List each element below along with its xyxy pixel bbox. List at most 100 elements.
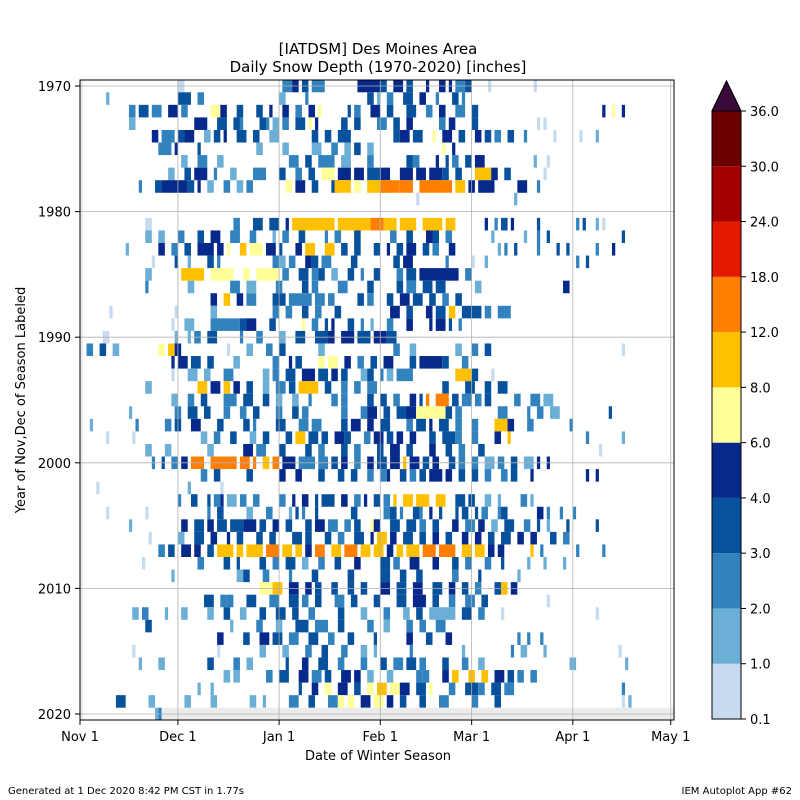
snow-depth-cell	[452, 519, 459, 532]
snow-depth-cell	[536, 230, 541, 243]
snow-depth-cell	[252, 494, 260, 507]
snow-depth-cell	[373, 268, 381, 281]
snow-depth-cell	[452, 557, 459, 570]
snow-depth-cell	[396, 544, 404, 557]
snow-depth-cell	[484, 305, 492, 319]
snow-depth-cell	[230, 230, 240, 243]
snow-depth-cell	[288, 155, 299, 168]
snow-depth-cell	[337, 682, 348, 696]
snow-depth-cell	[396, 406, 410, 419]
snow-depth-cell	[305, 531, 312, 545]
snow-depth-cell	[595, 607, 599, 620]
snow-depth-cell	[347, 695, 355, 708]
snow-depth-cell	[305, 443, 312, 457]
snow-depth-cell	[269, 129, 280, 143]
snow-depth-cell	[145, 619, 152, 633]
snow-depth-cell	[373, 544, 384, 557]
snow-depth-cell	[259, 117, 267, 130]
colorbar-bin	[712, 111, 741, 167]
snow-depth-cell	[151, 129, 159, 143]
snow-depth-cell	[337, 129, 351, 143]
snow-depth-cell	[563, 531, 570, 545]
snow-depth-cell	[373, 494, 381, 507]
snow-depth-cell	[435, 92, 440, 105]
snow-depth-cell	[494, 217, 498, 231]
snow-depth-cell	[386, 92, 394, 105]
colorbar-tick-label: 6.0	[750, 437, 771, 452]
snow-depth-cell	[301, 594, 309, 608]
snow-depth-cell	[458, 318, 462, 331]
snow-depth-cell	[106, 431, 110, 444]
snow-depth-cell	[354, 531, 364, 545]
snow-depth-cell	[155, 180, 162, 193]
snow-depth-cell	[478, 519, 485, 532]
snow-depth-cell	[445, 155, 449, 168]
snow-depth-cell	[455, 293, 462, 306]
y-axis-label: Year of Nov,Dec of Season Labeled	[14, 287, 29, 514]
snow-depth-cell	[80, 217, 84, 231]
snow-depth-cell	[530, 670, 537, 683]
snow-depth-cell	[354, 142, 361, 156]
snow-depth-cell	[367, 155, 374, 168]
snow-depth-cell	[497, 305, 511, 319]
snow-depth-cell	[210, 531, 218, 545]
snow-depth-cell	[461, 644, 466, 658]
x-axis-label: Date of Winter Season	[305, 749, 451, 764]
snow-depth-cell	[455, 343, 462, 357]
snow-depth-cell	[138, 657, 143, 671]
snow-depth-cell	[217, 519, 227, 532]
snow-depth-cell	[386, 104, 394, 118]
snow-depth-cell	[318, 557, 325, 570]
snow-depth-cell	[341, 381, 348, 394]
snow-depth-cell	[269, 531, 276, 545]
snow-depth-cell	[354, 381, 361, 394]
snow-depth-cell	[324, 318, 329, 331]
snow-depth-cell	[399, 180, 413, 193]
snow-depth-cell	[566, 243, 570, 256]
snow-depth-cell	[158, 230, 165, 243]
snow-depth-cell	[416, 607, 423, 620]
snow-depth-cell	[243, 519, 257, 532]
snow-depth-cell	[367, 280, 374, 294]
snow-depth-cell	[396, 368, 413, 382]
snow-depth-cell	[432, 557, 440, 570]
snow-depth-cell	[266, 117, 270, 130]
snow-depth-cell	[272, 368, 280, 382]
snow-depth-cell	[393, 343, 400, 357]
snow-depth-cell	[197, 381, 208, 394]
snow-depth-cell	[243, 393, 253, 407]
snow-depth-cell	[350, 506, 358, 520]
snow-depth-cell	[412, 594, 426, 608]
snow-depth-cell	[331, 268, 338, 281]
snow-depth-cell	[233, 381, 240, 394]
snow-depth-cell	[272, 356, 280, 369]
snow-depth-cell	[207, 657, 214, 671]
snow-depth-cell	[566, 519, 570, 532]
snow-depth-cell	[262, 393, 270, 407]
snow-depth-cell	[523, 519, 531, 532]
snow-depth-cell	[354, 104, 361, 118]
snow-depth-cell	[298, 418, 309, 432]
snow-depth-cell	[435, 280, 446, 294]
snow-depth-cell	[439, 695, 449, 708]
snow-depth-cell	[621, 682, 626, 696]
snow-depth-cell	[109, 305, 113, 319]
snow-depth-cell	[429, 607, 456, 620]
snow-depth-cell	[324, 682, 332, 696]
snow-depth-cell	[399, 129, 410, 143]
snow-depth-cell	[328, 356, 338, 369]
snow-depth-cell	[324, 531, 332, 545]
snow-depth-cell	[465, 381, 475, 394]
snow-depth-cell	[207, 544, 214, 557]
snow-depth-cell	[536, 519, 541, 532]
snow-depth-cell	[579, 129, 583, 143]
snow-depth-cell	[563, 280, 570, 294]
snow-depth-cell	[471, 117, 479, 130]
snow-depth-cell	[80, 695, 84, 708]
snow-depth-cell	[350, 255, 358, 269]
snow-depth-cell	[429, 506, 433, 520]
snow-depth-cell	[236, 180, 244, 193]
snow-depth-cell	[435, 619, 446, 633]
snow-depth-cell	[80, 657, 84, 671]
snow-depth-cell	[197, 92, 205, 105]
